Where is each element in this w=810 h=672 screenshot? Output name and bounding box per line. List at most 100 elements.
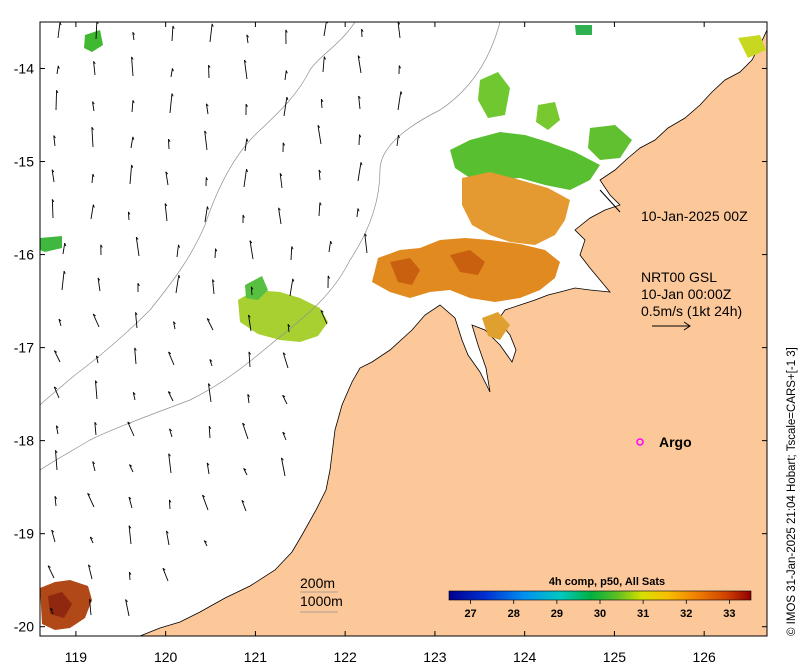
- current-arrow: [130, 136, 134, 149]
- y-tick-label: -14: [14, 61, 34, 77]
- credit-text: © IMOS 31-Jan-2025 21:04 Hobart; Tscale=…: [786, 347, 798, 636]
- info-source: NRT00 GSL: [641, 269, 717, 285]
- y-axis: -14 -15 -16 -17 -18 -19 -20: [14, 61, 767, 635]
- current-arrow: [167, 391, 174, 402]
- current-arrow: [162, 568, 169, 582]
- current-arrow-head: [55, 450, 58, 454]
- current-arrow-head: [282, 352, 286, 356]
- current-arrow: [278, 207, 282, 225]
- sst-patch-sw-dark: [48, 592, 72, 618]
- sst-patch-coastal-dark: [390, 258, 420, 285]
- current-arrow-head: [292, 278, 295, 282]
- current-arrow-head: [208, 64, 211, 68]
- current-arrow-head: [135, 312, 138, 316]
- current-arrow-head: [92, 101, 95, 105]
- current-arrow-head: [93, 61, 96, 65]
- current-arrow: [128, 496, 133, 509]
- current-arrow: [131, 56, 134, 77]
- current-arrow: [249, 240, 254, 260]
- current-arrow: [93, 61, 96, 76]
- current-arrow: [135, 312, 138, 329]
- current-arrow-head: [242, 422, 246, 426]
- current-arrow-head: [89, 599, 92, 603]
- current-arrow: [125, 599, 130, 617]
- current-arrow-head: [246, 168, 248, 173]
- current-arrow: [322, 56, 325, 73]
- colorbar-ticks: 27 28 29 30 31 32 33: [464, 600, 736, 620]
- current-arrow-head: [50, 607, 54, 611]
- current-arrow: [91, 174, 94, 184]
- y-tick-label: -17: [14, 340, 34, 356]
- current-arrow: [176, 244, 179, 258]
- current-arrow-head: [318, 169, 322, 173]
- y-tick-label: -15: [14, 154, 34, 170]
- current-arrow: [51, 199, 54, 219]
- current-arrow: [168, 499, 171, 510]
- current-arrow-head: [364, 233, 367, 237]
- current-arrow: [92, 101, 95, 112]
- current-arrow-head: [278, 207, 281, 211]
- current-arrow-head: [282, 431, 286, 435]
- sst-patch-nw-corner: [84, 30, 103, 52]
- current-vectors: [47, 22, 403, 617]
- current-arrow: [317, 125, 322, 145]
- current-arrow-head: [168, 453, 171, 457]
- current-arrow-head: [204, 130, 207, 134]
- current-arrow-head: [206, 462, 210, 466]
- current-arrow: [87, 493, 95, 508]
- current-arrow: [129, 164, 133, 185]
- current-arrow-head: [125, 599, 128, 603]
- y-tick-label: -16: [14, 247, 34, 263]
- current-arrow: [250, 286, 253, 296]
- current-arrow-head: [128, 525, 132, 529]
- current-arrow-head: [131, 164, 134, 168]
- current-arrow: [243, 468, 248, 476]
- current-arrow: [169, 93, 173, 114]
- current-arrow: [204, 130, 208, 151]
- plot-frame: [39, 21, 768, 637]
- current-arrow-head: [242, 214, 245, 218]
- y-tick-label: -18: [14, 433, 34, 449]
- x-tick-label: 123: [423, 649, 447, 665]
- current-arrow: [57, 22, 61, 39]
- current-arrow: [94, 380, 98, 400]
- current-arrow-head: [320, 98, 324, 102]
- current-arrow: [51, 529, 56, 543]
- current-arrow: [171, 25, 174, 42]
- y-tick-label: -19: [14, 526, 34, 542]
- current-arrow-head: [91, 126, 94, 130]
- current-arrow: [132, 392, 136, 401]
- current-arrow-head: [132, 100, 135, 104]
- current-arrow: [55, 90, 58, 111]
- current-arrow: [357, 162, 362, 182]
- current-arrow: [53, 350, 61, 363]
- current-arrow-head: [51, 169, 55, 173]
- current-arrow-head: [323, 56, 326, 60]
- sst-patch-north-small: [478, 72, 510, 118]
- current-arrow-head: [164, 203, 168, 207]
- contour-200m: [40, 22, 501, 471]
- colorbar-title: 4h comp, p50, All Sats: [549, 576, 665, 588]
- sst-patch-top-right: [738, 35, 766, 58]
- current-arrow: [131, 100, 134, 113]
- current-arrow-head: [282, 394, 286, 398]
- x-tick-label: 121: [244, 649, 268, 665]
- current-arrow-head: [178, 274, 181, 279]
- current-arrow: [358, 95, 361, 110]
- info-scale: 0.5m/s (1kt 24h): [641, 303, 742, 319]
- land-mass: [139, 22, 767, 636]
- current-arrow-head: [398, 65, 402, 69]
- current-arrow: [90, 204, 94, 220]
- current-arrow-head: [162, 567, 166, 571]
- current-arrow: [168, 351, 175, 366]
- current-arrow: [290, 246, 293, 261]
- plot-area: [40, 22, 767, 636]
- current-arrow: [170, 68, 173, 78]
- current-arrow-head: [206, 318, 210, 321]
- current-arrow-head: [57, 65, 60, 69]
- current-arrow: [328, 240, 332, 253]
- current-arrow: [280, 457, 286, 477]
- current-arrow-head: [286, 96, 289, 101]
- current-arrow-head: [169, 428, 172, 432]
- current-arrow: [88, 564, 93, 580]
